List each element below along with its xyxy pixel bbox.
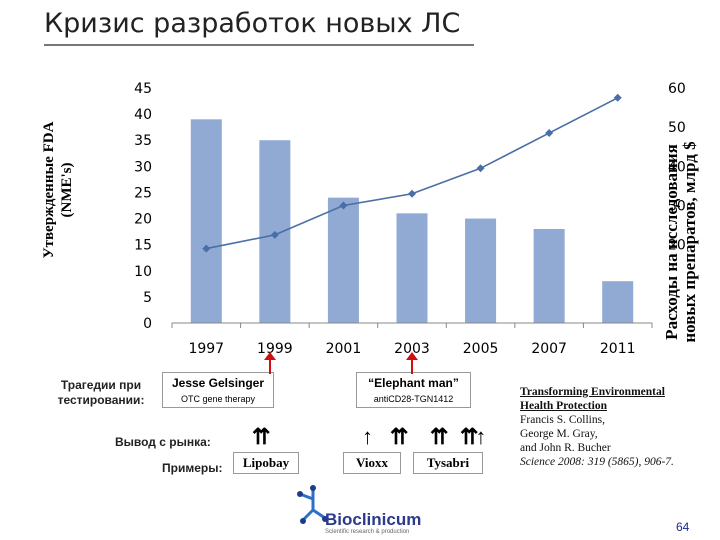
bar <box>533 229 565 323</box>
trend-points <box>202 93 622 253</box>
examples-label: Примеры: <box>162 461 223 475</box>
right-tick-label: 50 <box>668 120 686 136</box>
case2-sub: antiCD28-TGN1412 <box>373 394 454 404</box>
right-tick-label: 60 <box>668 81 686 97</box>
x-tick-labels: 1997 1999 2001 2003 2005 2007 2011 <box>188 341 635 357</box>
reference: Transforming Environmental Health Protec… <box>520 385 720 469</box>
page-number: 64 <box>676 520 690 534</box>
case1-title: Jesse Gelsinger <box>171 376 265 390</box>
left-tick-label: 5 <box>143 290 152 306</box>
bar <box>327 197 359 323</box>
bar <box>602 281 634 323</box>
arrows-tysabri-2: ⇈↑ <box>460 424 486 449</box>
x-tick-label: 2003 <box>394 341 430 357</box>
left-tick-label: 10 <box>134 264 152 280</box>
trend-point <box>270 230 279 239</box>
left-tick-label: 0 <box>143 316 152 332</box>
x-tick-marks <box>171 323 653 328</box>
right-tick-label: 30 <box>668 199 686 215</box>
drug-box-lipobay: Lipobay <box>233 452 299 474</box>
trend-point <box>339 201 348 210</box>
withdrawal-label: Вывод с рынка: <box>115 435 211 449</box>
case-box-elephant-man: “Elephant man” antiCD28-TGN1412 <box>356 372 471 408</box>
red-arrow-2003 <box>406 352 418 374</box>
trend-point <box>545 129 554 138</box>
arrows-vioxx-1: ↑ <box>362 424 373 449</box>
arrows-tysabri-1: ⇈ <box>430 424 449 449</box>
left-tick-label: 45 <box>134 81 152 97</box>
tragedies-label: Трагедии при тестировании: <box>57 378 145 407</box>
bar <box>190 119 222 323</box>
x-tick-label: 1997 <box>188 341 224 357</box>
reference-citation: Science 2008: 319 (5865), 906-7. <box>520 456 674 468</box>
left-tick-label: 30 <box>134 159 152 175</box>
trend-point <box>408 189 416 198</box>
x-tick-label: 2005 <box>463 341 499 357</box>
arrows-lipobay: ⇈ <box>252 424 271 449</box>
bar <box>465 218 497 323</box>
left-tick-label: 40 <box>134 107 152 123</box>
case-box-gelsinger: Jesse Gelsinger OTC gene therapy <box>162 372 274 408</box>
x-tick-label: 2011 <box>600 341 636 357</box>
case1-sub: OTC gene therapy <box>180 394 256 404</box>
x-tick-label: 2007 <box>531 341 567 357</box>
bioclinicum-logo-icon <box>297 485 328 524</box>
left-tick-label: 20 <box>134 212 152 228</box>
logo-name: Bioclinicum <box>325 510 422 529</box>
trend-point <box>202 244 211 253</box>
left-tick-labels: 45 40 35 30 25 20 15 10 5 0 <box>134 81 152 332</box>
logo-tagline: Scientific research & production <box>325 529 410 535</box>
reference-title-1: Transforming Environmental <box>520 386 665 398</box>
right-tick-label: 20 <box>668 238 686 254</box>
arrows-vioxx-2: ⇈ <box>390 424 409 449</box>
reference-author-1: Francis S. Collins, <box>520 414 605 426</box>
left-tick-label: 25 <box>134 185 152 201</box>
x-tick-label: 2001 <box>326 341 362 357</box>
left-tick-label: 15 <box>134 238 152 254</box>
reference-author-2: George M. Gray, <box>520 428 598 440</box>
trend-point <box>476 164 485 173</box>
left-tick-label: 35 <box>134 133 152 149</box>
drug-box-tysabri: Tysabri <box>413 452 483 474</box>
red-arrow-1999 <box>264 352 276 374</box>
right-tick-labels: 60 50 40 30 20 <box>668 81 686 254</box>
reference-author-3: and John R. Bucher <box>520 442 611 454</box>
case2-title: “Elephant man” <box>368 376 459 390</box>
right-tick-label: 40 <box>668 159 686 175</box>
reference-title-2: Health Protection <box>520 400 607 412</box>
trend-point <box>613 93 622 102</box>
x-tick-label: 1999 <box>257 341 293 357</box>
bar <box>396 213 428 323</box>
title-underline <box>44 44 474 46</box>
drug-box-vioxx: Vioxx <box>343 452 401 474</box>
page-title: Кризис разработок новых ЛС <box>44 8 461 39</box>
